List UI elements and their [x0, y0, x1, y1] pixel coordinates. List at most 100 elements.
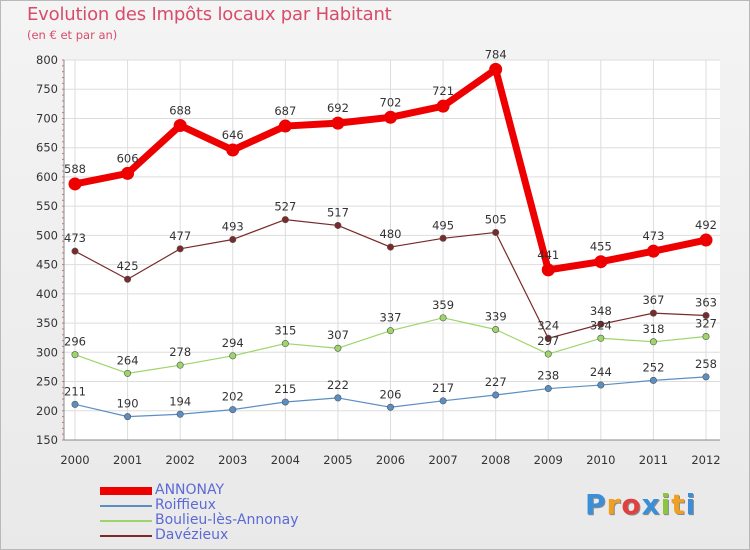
- x-tick-label: 2000: [60, 453, 89, 467]
- legend-label: Roiffieux: [155, 497, 216, 513]
- data-point: [121, 166, 135, 180]
- data-point: [281, 398, 289, 406]
- data-label: 244: [590, 365, 612, 379]
- y-tick-label: 500: [36, 228, 58, 242]
- data-point: [331, 116, 345, 130]
- y-tick-label: 450: [36, 258, 58, 272]
- legend-label: Boulieu-lès-Annonay: [155, 512, 299, 528]
- data-point: [541, 263, 555, 277]
- proxiti-logo: Proxiti: [585, 488, 696, 521]
- data-point: [124, 275, 132, 283]
- data-label: 477: [169, 229, 191, 243]
- legend-label: Davézieux: [155, 527, 229, 543]
- data-label: 294: [222, 336, 244, 350]
- data-point: [176, 361, 184, 369]
- data-label: 318: [642, 322, 664, 336]
- data-label: 217: [432, 381, 454, 395]
- data-point: [229, 235, 237, 243]
- data-point: [386, 403, 394, 411]
- data-label: 194: [169, 394, 191, 408]
- data-label: 215: [274, 382, 296, 396]
- legend-swatch: [100, 535, 152, 537]
- data-label: 480: [380, 227, 402, 241]
- x-tick-label: 2001: [113, 453, 142, 467]
- data-point: [124, 369, 132, 377]
- x-tick-label: 2006: [376, 453, 405, 467]
- data-label: 505: [485, 212, 507, 226]
- legend-swatch: [100, 505, 152, 507]
- x-tick-label: 2012: [691, 453, 720, 467]
- data-point: [176, 245, 184, 253]
- data-point: [492, 228, 500, 236]
- data-label: 606: [117, 151, 139, 165]
- y-tick-label: 150: [36, 433, 58, 447]
- x-tick-label: 2009: [534, 453, 563, 467]
- data-point: [544, 334, 552, 342]
- data-label: 359: [432, 298, 454, 312]
- data-label: 264: [117, 353, 139, 367]
- data-point: [334, 394, 342, 402]
- data-label: 258: [695, 357, 717, 371]
- logo-letter: i: [685, 488, 697, 521]
- data-point: [594, 255, 608, 269]
- data-point: [439, 234, 447, 242]
- data-point: [649, 338, 657, 346]
- data-point: [334, 221, 342, 229]
- data-point: [384, 110, 397, 124]
- y-tick-label: 800: [36, 53, 58, 67]
- data-point: [702, 311, 710, 319]
- data-label: 315: [274, 324, 296, 338]
- data-point: [699, 233, 713, 247]
- legend-swatch: [100, 520, 152, 522]
- x-tick-label: 2004: [271, 453, 300, 467]
- data-point: [492, 391, 500, 399]
- data-label: 473: [642, 229, 664, 243]
- data-point: [649, 376, 657, 384]
- data-label: 493: [222, 219, 244, 233]
- data-point: [229, 352, 237, 360]
- data-point: [173, 118, 187, 132]
- y-tick-label: 300: [36, 345, 58, 359]
- data-point: [71, 351, 79, 359]
- data-label: 211: [64, 384, 86, 398]
- data-point: [597, 320, 605, 328]
- data-label: 337: [380, 311, 402, 325]
- data-label: 202: [222, 390, 244, 404]
- data-point: [334, 344, 342, 352]
- data-label: 784: [485, 47, 507, 61]
- y-tick-label: 600: [36, 170, 58, 184]
- data-point: [71, 247, 79, 255]
- data-point: [702, 373, 710, 381]
- data-label: 296: [64, 335, 86, 349]
- data-label: 222: [327, 378, 349, 392]
- data-label: 367: [642, 293, 664, 307]
- data-label: 363: [695, 295, 717, 309]
- data-point: [226, 143, 240, 157]
- data-label: 425: [117, 259, 139, 273]
- x-tick-label: 2010: [586, 453, 615, 467]
- data-label: 327: [695, 317, 717, 331]
- logo-letter: o: [621, 488, 642, 521]
- data-point: [386, 327, 394, 335]
- data-label: 495: [432, 218, 454, 232]
- data-label: 252: [642, 360, 664, 374]
- data-point: [439, 314, 447, 322]
- logo-letter: r: [606, 488, 622, 521]
- data-label: 441: [537, 248, 559, 262]
- data-label: 297: [537, 334, 559, 348]
- data-label: 646: [222, 128, 244, 142]
- data-label: 588: [64, 162, 86, 176]
- data-point: [278, 119, 292, 133]
- data-point: [489, 62, 503, 76]
- data-point: [597, 334, 605, 342]
- x-tick-label: 2003: [218, 453, 247, 467]
- data-point: [176, 410, 184, 418]
- data-label: 688: [169, 103, 191, 117]
- data-point: [386, 243, 394, 251]
- data-point: [544, 350, 552, 358]
- y-tick-label: 650: [36, 141, 58, 155]
- data-point: [71, 400, 79, 408]
- chart-title: Evolution des Impôts locaux par Habitant: [27, 4, 392, 25]
- data-label: 227: [485, 375, 507, 389]
